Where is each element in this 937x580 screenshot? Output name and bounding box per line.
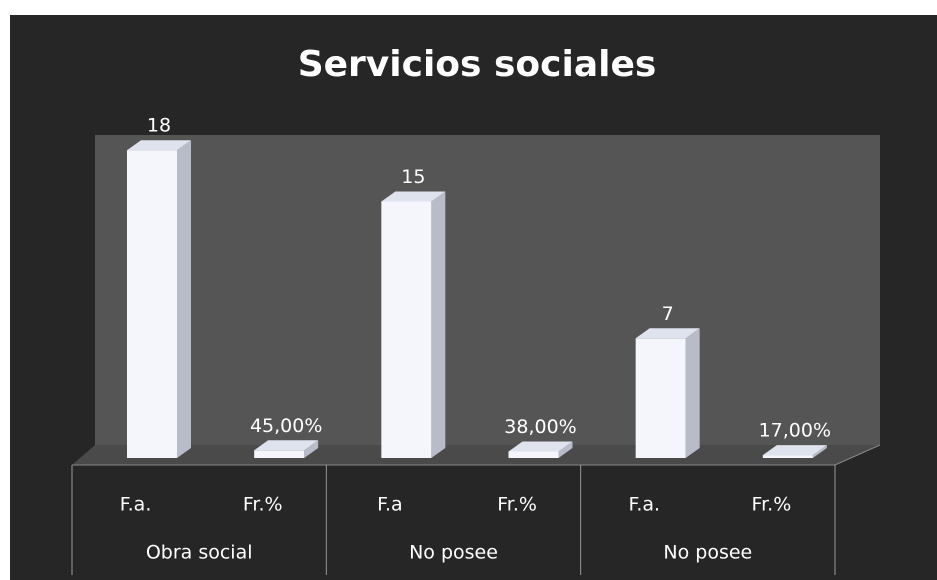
bar-side	[812, 445, 827, 458]
x-tick-label: F.a	[377, 494, 403, 516]
group-label: No posee	[409, 542, 498, 564]
bar	[762, 455, 813, 458]
floor-edge	[834, 444, 881, 466]
bar-top	[381, 191, 446, 202]
bar-top	[254, 440, 319, 451]
bar-side	[685, 328, 700, 458]
data-label: 15	[401, 166, 425, 188]
x-tick-label: Fr.%	[497, 494, 537, 516]
bar-side	[558, 441, 573, 458]
data-label: 7	[662, 303, 674, 325]
bar	[254, 450, 305, 458]
data-label: 17,00%	[759, 420, 831, 442]
x-tick-label: F.a.	[120, 494, 152, 516]
group-label: No posee	[663, 542, 752, 564]
data-label: 38,00%	[504, 416, 576, 438]
x-tick-label: F.a.	[628, 494, 660, 516]
data-label: 18	[147, 115, 171, 137]
bar	[635, 338, 686, 458]
bar	[508, 451, 559, 458]
group-label: Obra social	[146, 542, 253, 564]
data-label: 45,00%	[250, 415, 322, 437]
x-tick-label: Fr.%	[752, 494, 792, 516]
back-wall	[95, 135, 880, 445]
bar-side	[304, 440, 319, 458]
bar-top	[762, 445, 827, 456]
bar-top	[635, 328, 700, 339]
bar-top	[508, 441, 573, 452]
floor	[72, 445, 880, 465]
bar-side	[431, 191, 446, 458]
chart-title: Servicios sociales	[298, 44, 657, 85]
bar-top	[127, 140, 191, 151]
x-tick-label: Fr.%	[243, 494, 283, 516]
bar	[127, 150, 177, 458]
bar-side	[177, 140, 191, 458]
bar	[381, 201, 432, 458]
